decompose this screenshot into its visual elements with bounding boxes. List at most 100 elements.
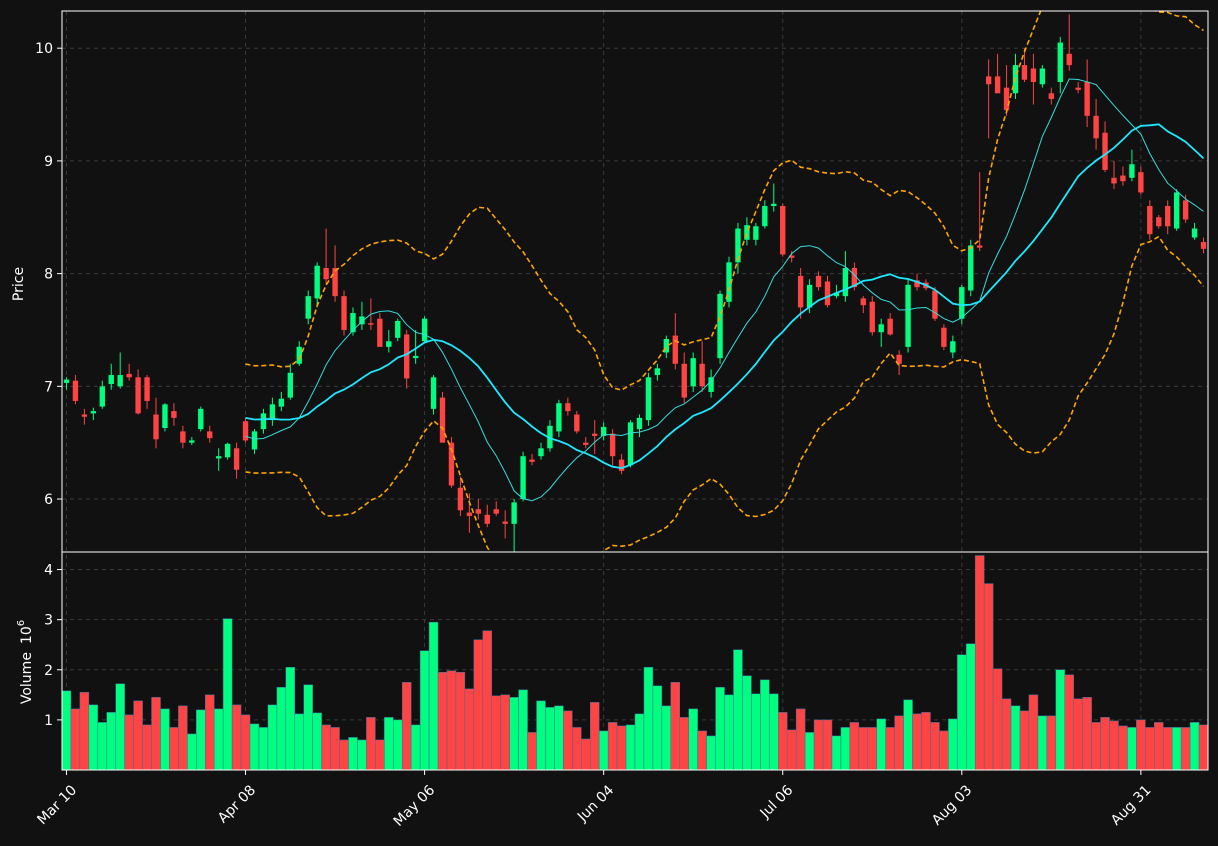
candle-body <box>824 281 831 306</box>
candle-body <box>726 262 732 302</box>
candle-body <box>1111 177 1117 184</box>
volume-bar <box>491 695 501 771</box>
upper-band-line <box>245 11 1204 391</box>
volume-bar <box>222 618 233 771</box>
volume-bar <box>1055 669 1065 771</box>
volume-bar <box>401 682 412 771</box>
candle-body <box>135 377 141 414</box>
candle-body <box>681 363 687 398</box>
volume-bar <box>366 717 376 771</box>
candle-body <box>583 442 589 445</box>
volume-bar <box>1019 710 1030 771</box>
candle-body <box>153 414 159 440</box>
candle-body <box>1021 65 1028 80</box>
volume-bar <box>267 704 278 771</box>
volume-bar <box>697 730 707 771</box>
candle-body <box>341 296 347 330</box>
candle-body <box>1093 115 1099 139</box>
candle-body <box>878 324 884 333</box>
volume-bar <box>61 690 72 771</box>
candle-body <box>251 431 258 450</box>
candle-body <box>260 413 267 430</box>
volume-bar <box>231 704 242 771</box>
candle-body <box>672 335 678 364</box>
volume-bar <box>840 727 851 771</box>
volume-bar <box>921 712 931 771</box>
candle-body <box>753 226 759 240</box>
candle-body <box>439 397 446 443</box>
volume-bar <box>178 705 188 771</box>
candle-body <box>914 280 920 288</box>
volume-bar <box>724 694 734 771</box>
candle-body <box>287 372 293 398</box>
candle-body <box>806 284 813 308</box>
candle-body <box>797 275 804 308</box>
candle-body <box>833 292 840 297</box>
candle-body <box>144 377 150 401</box>
volume-bar <box>670 682 681 771</box>
volume-bar <box>858 727 869 771</box>
candle-body <box>950 341 956 353</box>
candle-body <box>171 411 177 418</box>
volume-bar <box>1001 698 1012 771</box>
candle-body <box>788 255 795 258</box>
volume-bar <box>1162 727 1173 771</box>
volume-bar <box>160 708 170 771</box>
candle-body <box>233 448 240 470</box>
volume-bar <box>1037 715 1048 771</box>
candle-body <box>108 375 114 385</box>
volume-bar <box>518 689 528 771</box>
candle-body <box>126 373 132 378</box>
volume-bar <box>187 733 197 771</box>
candle-body <box>224 443 231 458</box>
candle-body <box>977 245 983 248</box>
volume-bar <box>634 713 645 771</box>
volume-bar <box>992 668 1003 771</box>
volume-bar <box>258 727 269 771</box>
volume-bar <box>509 697 519 771</box>
candle-body <box>377 318 383 347</box>
volume-bar <box>1127 727 1137 771</box>
candle-body <box>511 502 517 524</box>
candle-body <box>1182 200 1189 220</box>
volume-tick-label: 2 <box>44 663 53 679</box>
volume-bar <box>79 692 90 771</box>
candle-body <box>404 334 410 379</box>
price-axis-label: Price <box>11 267 27 301</box>
candle-body <box>1057 42 1063 83</box>
volume-bar <box>795 708 806 771</box>
candle-body <box>1066 53 1072 66</box>
candle-body <box>242 421 249 441</box>
volume-bar <box>1064 674 1074 771</box>
volume-bar <box>616 725 627 771</box>
candle-body <box>708 377 714 392</box>
candle-body <box>63 379 70 383</box>
candle-body <box>985 76 992 85</box>
candle-body <box>627 422 634 466</box>
candle-body <box>395 320 401 338</box>
volume-bar <box>1028 694 1039 771</box>
volume-bar <box>589 702 600 771</box>
volume-bar <box>545 707 555 771</box>
volume-bar <box>563 710 573 771</box>
candle-body <box>636 417 643 430</box>
volume-bar <box>625 724 636 771</box>
candle-body <box>350 313 356 333</box>
candle-body <box>959 287 965 319</box>
volume-bar <box>393 719 403 771</box>
candle-body <box>645 377 652 421</box>
volume-bar <box>1198 724 1209 771</box>
candle-body <box>368 323 374 325</box>
volume-bar <box>455 672 466 771</box>
volume-bar <box>321 724 331 771</box>
volume-tick-label: 4 <box>44 563 53 579</box>
volume-axis-label-text: Volume <box>19 652 35 704</box>
candle-body <box>189 440 195 443</box>
volume-bar <box>831 735 842 771</box>
volume-bar <box>106 712 116 771</box>
volume-bar <box>330 727 340 771</box>
volume-bar <box>715 687 725 771</box>
candle-body <box>1173 192 1180 229</box>
volume-axis-exponent: 6 <box>16 620 27 626</box>
candle-body <box>90 411 97 414</box>
